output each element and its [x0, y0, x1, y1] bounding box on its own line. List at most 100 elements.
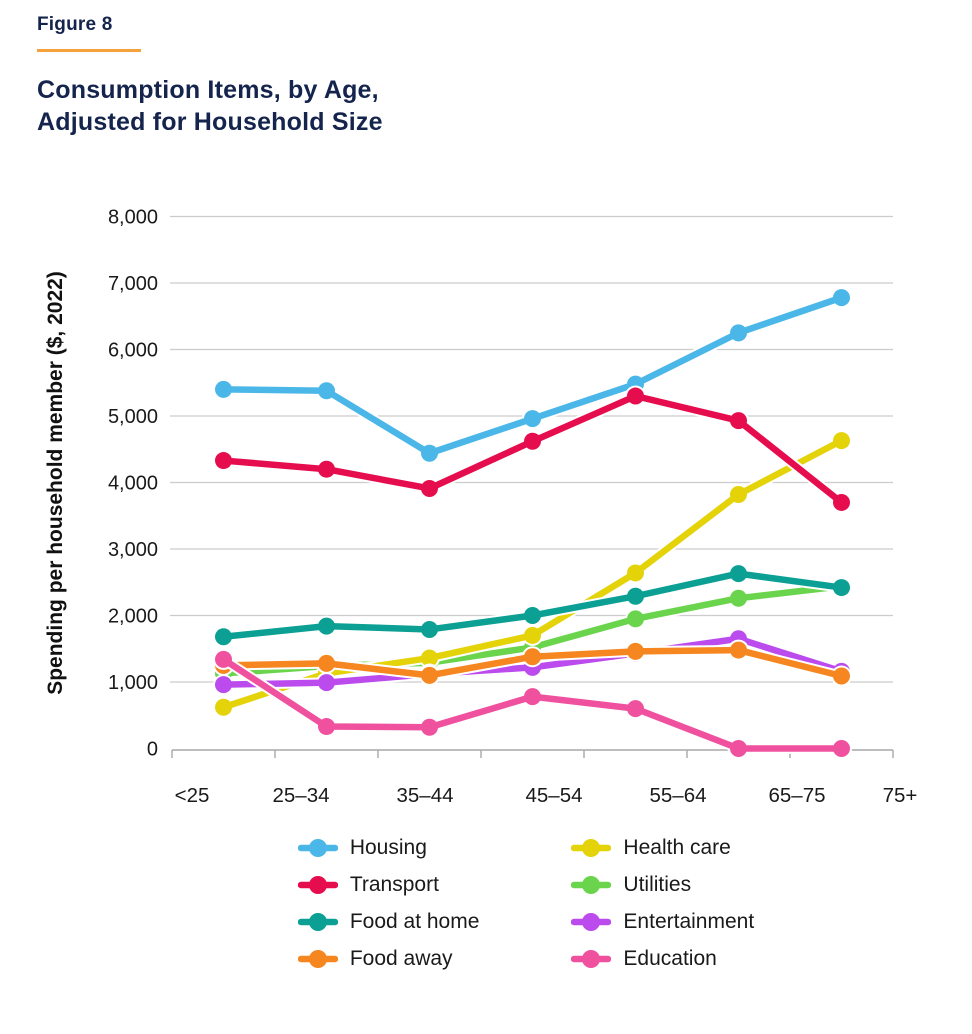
- education-line-marker-icon: [571, 949, 612, 968]
- y-tick-label: 5,000: [108, 406, 158, 428]
- chart-title-line2: Adjusted for Household Size: [37, 108, 383, 136]
- entertainment-line-marker-icon: [571, 912, 612, 931]
- x-tick-label: <25: [175, 784, 210, 807]
- data-point-marker: [524, 410, 541, 428]
- chart-legend: Housing Transport Food at home Food away: [40, 829, 972, 977]
- data-point-marker: [524, 626, 541, 644]
- data-point-marker: [318, 654, 335, 672]
- data-point-marker: [833, 667, 850, 685]
- y-tick-label: 7,000: [108, 273, 158, 295]
- y-tick-labels: 0 1,000 2,000 3,000 4,000 5,000 6,000 7,000 8,00…: [108, 207, 158, 761]
- y-axis-title: Spending per household member ($, 2022): [44, 271, 67, 695]
- food-away-line-marker-icon: [297, 949, 338, 968]
- series-transport: [213, 385, 852, 513]
- legend-column-2: Health care Utilities Entertainment Educ…: [571, 829, 754, 977]
- legend-item-entertainment: Entertainment: [571, 903, 754, 940]
- data-point-marker: [215, 380, 232, 398]
- legend-item-transport: Transport: [297, 866, 480, 903]
- health-care-line-marker-icon: [571, 838, 612, 857]
- y-tick-label: 0: [147, 739, 158, 761]
- x-tick-label: 25–34: [272, 784, 329, 807]
- data-point-marker: [627, 642, 644, 660]
- data-point-marker: [421, 649, 438, 667]
- data-point-marker: [627, 610, 644, 628]
- legend-item-housing: Housing: [297, 829, 480, 866]
- data-point-marker: [627, 564, 644, 582]
- data-point-marker: [421, 444, 438, 462]
- y-tick-label: 3,000: [108, 539, 158, 561]
- data-point-marker: [421, 620, 438, 638]
- legend-item-food-at-home: Food at home: [297, 903, 480, 940]
- chart-title: Consumption Items, by Age, Adjusted for …: [37, 74, 972, 138]
- data-point-marker: [833, 579, 850, 597]
- legend-label: Education: [623, 946, 717, 970]
- chart-title-line1: Consumption Items, by Age,: [37, 76, 379, 104]
- legend-label: Food away: [349, 946, 453, 970]
- y-tick-label: 1,000: [108, 672, 158, 694]
- data-point-marker: [524, 688, 541, 706]
- data-point-marker: [730, 412, 747, 430]
- data-point-marker: [318, 617, 335, 635]
- x-tick-label: 75+: [883, 784, 918, 807]
- data-point-marker: [215, 452, 232, 470]
- legend-item-food-away: Food away: [297, 940, 480, 977]
- data-point-marker: [421, 479, 438, 497]
- data-point-marker: [627, 387, 644, 405]
- data-point-marker: [730, 740, 747, 757]
- legend-item-health-care: Health care: [571, 829, 754, 866]
- y-tick-label: 8,000: [108, 207, 158, 229]
- legend-label: Entertainment: [623, 909, 755, 933]
- housing-line-marker-icon: [297, 838, 338, 857]
- accent-rule: [37, 49, 141, 52]
- data-point-marker: [730, 565, 747, 583]
- food-at-home-line-marker-icon: [297, 912, 338, 931]
- data-point-marker: [421, 666, 438, 684]
- x-tick-labels: <25 25–34 35–44 45–54 55–64 65–75 75+: [175, 784, 918, 807]
- x-tick-label: 55–64: [649, 784, 706, 807]
- transport-line-marker-icon: [297, 875, 338, 894]
- legend-column-1: Housing Transport Food at home Food away: [297, 829, 480, 977]
- series-education: [213, 648, 852, 759]
- line-chart-svg: 0 1,000 2,000 3,000 4,000 5,000 6,000 7,000 8,00…: [44, 207, 918, 808]
- legend-label: Transport: [349, 872, 439, 896]
- data-point-marker: [318, 718, 335, 736]
- data-point-marker: [524, 432, 541, 450]
- legend-label: Food at home: [349, 909, 480, 933]
- figure-label: Figure 8: [37, 14, 113, 35]
- y-tick-label: 2,000: [108, 606, 158, 628]
- legend-label: Health care: [623, 835, 731, 859]
- data-point-marker: [318, 674, 335, 692]
- y-tick-label: 4,000: [108, 473, 158, 495]
- data-point-marker: [833, 289, 850, 307]
- y-tick-label: 6,000: [108, 340, 158, 362]
- data-point-marker: [215, 650, 232, 668]
- legend-label: Housing: [349, 835, 427, 859]
- data-point-marker: [730, 324, 747, 342]
- line-chart: 0 1,000 2,000 3,000 4,000 5,000 6,000 7,000 8,00…: [0, 172, 972, 817]
- legend-item-education: Education: [571, 940, 754, 977]
- data-point-marker: [215, 628, 232, 646]
- data-point-marker: [318, 460, 335, 478]
- x-tick-label: 65–75: [768, 784, 825, 807]
- data-point-marker: [833, 493, 850, 511]
- x-tick-label: 35–44: [396, 784, 453, 807]
- figure-header: Figure 8 Consumption Items, by Age, Adju…: [0, 0, 972, 172]
- data-point-marker: [215, 698, 232, 716]
- legend-label: Utilities: [623, 872, 692, 896]
- data-point-marker: [215, 676, 232, 694]
- utilities-line-marker-icon: [571, 875, 612, 894]
- data-point-marker: [318, 382, 335, 400]
- data-point-marker: [524, 648, 541, 666]
- data-point-marker: [730, 485, 747, 503]
- data-point-marker: [833, 432, 850, 450]
- data-point-marker: [833, 740, 850, 757]
- data-point-marker: [627, 587, 644, 605]
- data-point-marker: [524, 607, 541, 624]
- series-food-at-home: [213, 563, 852, 648]
- legend-item-utilities: Utilities: [571, 866, 754, 903]
- x-tick-label: 45–54: [525, 784, 582, 807]
- data-point-marker: [730, 641, 747, 659]
- data-point-marker: [421, 718, 438, 736]
- data-point-marker: [627, 700, 644, 718]
- data-point-marker: [730, 589, 747, 607]
